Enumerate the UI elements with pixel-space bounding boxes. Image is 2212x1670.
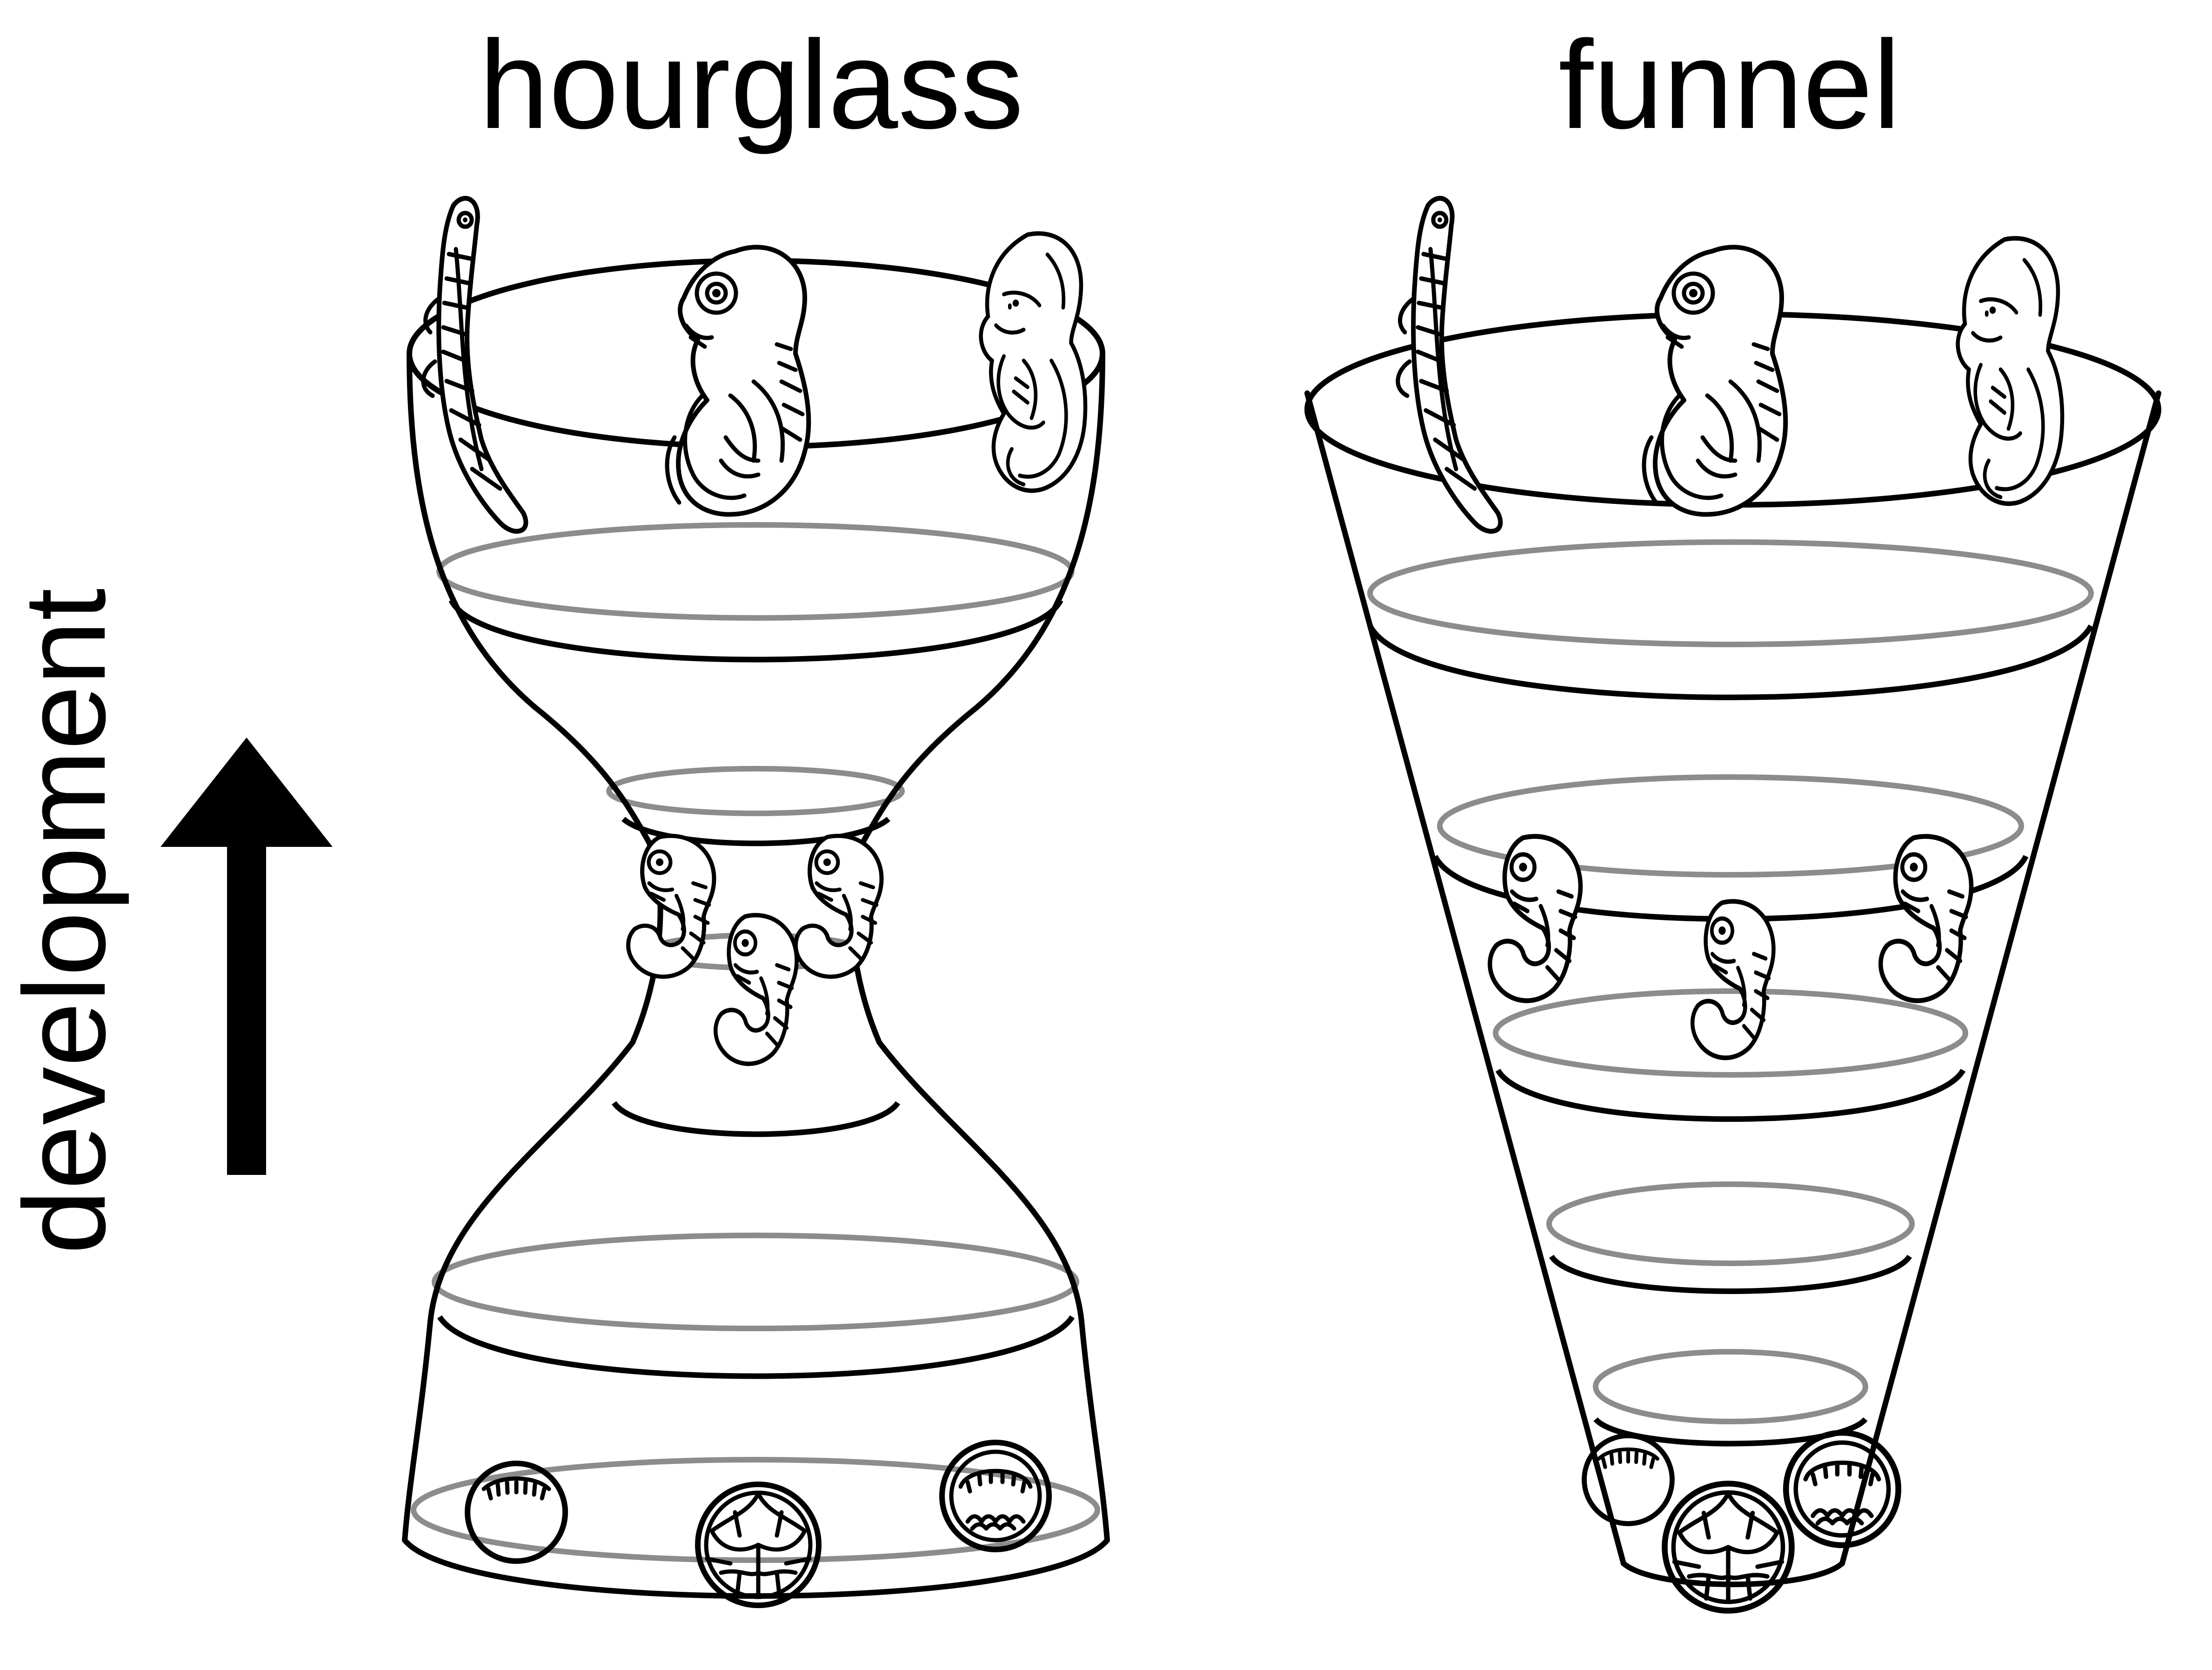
chick-embryo-icon	[1644, 247, 1785, 514]
development-axis-label: development	[0, 588, 129, 1254]
hourglass-back-ring-1	[436, 522, 1075, 621]
hourglass-title: hourglass	[479, 15, 1024, 155]
funnel-back-ring-2	[1437, 774, 2024, 878]
hourglass-front-ring-3	[612, 1101, 900, 1137]
funnel-outline	[1304, 390, 2161, 1566]
egg-cell-icon	[1584, 1436, 1672, 1524]
funnel-base	[1621, 1561, 1845, 1587]
fish-embryo-icon	[423, 198, 526, 531]
hourglass-back-ring-5	[411, 1457, 1100, 1563]
human-embryo-icon	[981, 234, 1085, 491]
funnel-title: funnel	[1558, 15, 1901, 155]
chick-embryo-icon	[667, 247, 809, 514]
funnel-front-ring-4	[1549, 1254, 1912, 1294]
human-embryo-icon	[1958, 238, 2062, 503]
pharyngula-embryo-icon	[796, 836, 882, 977]
hourglass-phylotypic-stage	[628, 836, 882, 1064]
hourglass-shape	[402, 258, 1110, 1599]
hourglass-front-ring-2	[621, 817, 890, 846]
cleavage-embryo-icon	[1665, 1484, 1792, 1611]
pharyngula-embryo-icon	[1490, 836, 1581, 1000]
hourglass-front-ring-4	[437, 1315, 1075, 1379]
pharyngula-embryo-icon	[1692, 901, 1773, 1058]
funnel-back-ring-5	[1593, 1349, 1868, 1424]
funnel-back-ring-3	[1493, 988, 1968, 1078]
funnel-late-stage	[1398, 198, 2062, 531]
funnel-front-ring-1	[1367, 624, 2094, 700]
funnel-back-ring-1	[1367, 539, 2094, 647]
funnel-phylotypic-stage	[1490, 836, 1971, 1058]
pharyngula-embryo-icon	[1881, 836, 1971, 1000]
funnel-front-ring-3	[1495, 1068, 1966, 1122]
egg-cell-icon	[942, 1442, 1049, 1549]
funnel-back-ring-4	[1546, 1181, 1915, 1266]
egg-cell-icon	[1786, 1433, 1898, 1545]
hourglass-back-ring-4	[432, 1233, 1079, 1331]
hourglass-front-ring-1	[448, 599, 1063, 663]
hourglass-late-stage	[423, 198, 1085, 531]
arrow-up-icon	[160, 738, 333, 1175]
hourglass-back-ring-2	[606, 766, 905, 816]
cleavage-embryo-icon	[698, 1484, 819, 1605]
pharyngula-embryo-icon	[628, 836, 715, 977]
fish-embryo-icon	[1398, 198, 1501, 531]
